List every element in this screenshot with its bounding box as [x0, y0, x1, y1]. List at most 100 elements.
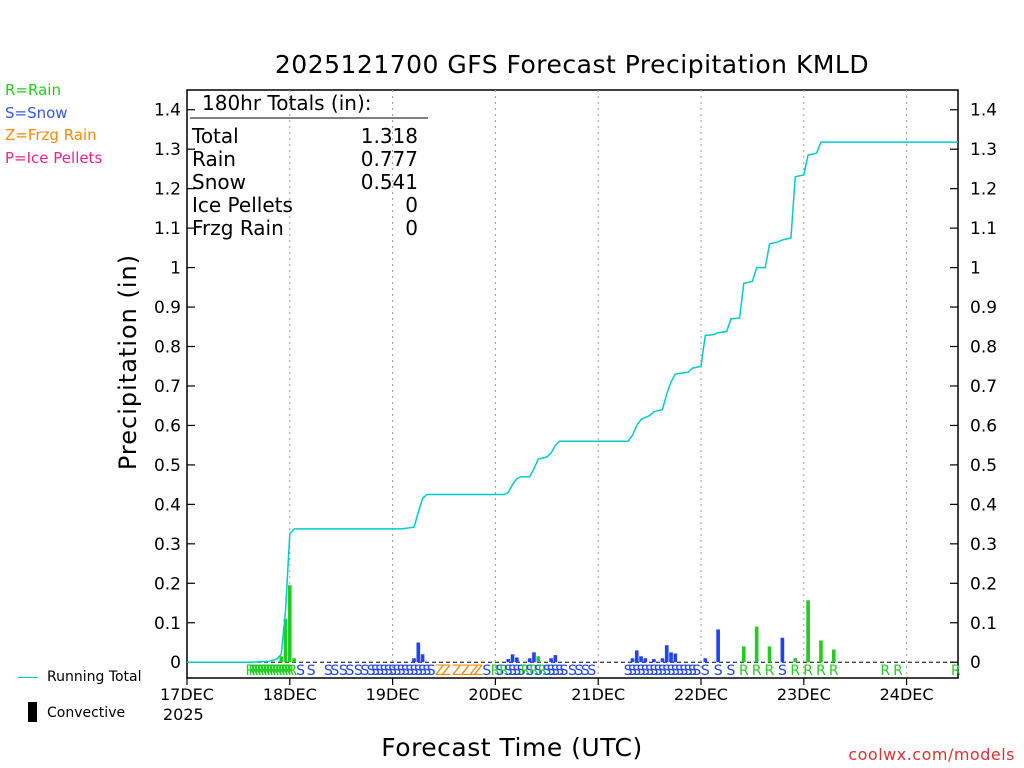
precip-type-marker: S: [367, 663, 376, 679]
source-credit[interactable]: coolwx.com/models: [848, 745, 1015, 764]
precip-bar: [673, 653, 678, 663]
precip-type-marker: S: [418, 663, 427, 679]
legend-snow-code: S=Snow: [5, 104, 68, 122]
precip-type-marker: R: [752, 663, 762, 679]
precip-type-marker: R: [739, 663, 749, 679]
precip-type-marker: S: [482, 663, 491, 679]
x-tick-label: 23DEC: [777, 685, 831, 704]
precip-type-marker: S: [641, 663, 650, 679]
precip-type-marker: S: [559, 663, 568, 679]
y-tick-label-right: 0.3: [970, 535, 997, 555]
precip-type-marker: S: [628, 663, 637, 679]
precip-type-marker: S: [392, 663, 401, 679]
y-tick-label-right: 0.2: [970, 574, 997, 594]
precip-bar: [279, 656, 284, 663]
precip-type-marker: S: [624, 663, 633, 679]
convective-legend-label: Convective: [47, 705, 126, 721]
precip-type-marker: S: [778, 663, 787, 679]
precip-type-marker: S: [701, 663, 710, 679]
precip-type-marker: S: [427, 663, 436, 679]
x-tick-label: 18DEC: [263, 685, 317, 704]
totals-ice-pellets-value: 0: [405, 193, 418, 217]
precip-bar: [506, 659, 511, 663]
totals-snow-label: Snow: [192, 170, 246, 194]
precip-type-marker: S: [405, 663, 414, 679]
legend-freezing-rain-code: Z=Frzg Rain: [5, 126, 97, 144]
precip-bar: [287, 585, 292, 663]
precip-type-marker: R: [803, 663, 813, 679]
precip-type-marker: S: [414, 663, 423, 679]
running-total-legend-label: Running Total: [47, 669, 142, 685]
precip-bar: [831, 649, 836, 663]
precip-type-marker: S: [371, 663, 380, 679]
precip-type-marker: R: [279, 663, 289, 679]
precip-type-marker: S: [375, 663, 384, 679]
precip-type-marker: S: [384, 663, 393, 679]
precip-type-marker: R: [521, 663, 531, 679]
precip-type-marker: S: [637, 663, 646, 679]
precip-type-marker: S: [388, 663, 397, 679]
y-tick-label-right: 0: [970, 653, 981, 673]
precip-bar: [532, 652, 536, 663]
precip-type-marker: S: [534, 663, 543, 679]
precip-bar: [553, 655, 558, 663]
x-axis-year: 2025: [163, 705, 204, 724]
precip-type-marker: S: [645, 663, 654, 679]
precip-type-marker: R: [285, 663, 295, 679]
x-tick-label: 22DEC: [674, 685, 728, 704]
x-tick-label: 21DEC: [571, 685, 625, 704]
precip-type-marker: S: [410, 663, 419, 679]
precip-bar: [652, 659, 656, 663]
totals-freezing-rain-value: 0: [405, 216, 418, 240]
precip-type-marker: S: [495, 663, 504, 679]
precip-bar: [630, 658, 635, 663]
precip-type-marker: S: [504, 663, 513, 679]
precip-type-marker: S: [662, 663, 671, 679]
precip-type-marker: S: [307, 663, 316, 679]
x-axis-title: Forecast Time (UTC): [381, 733, 643, 762]
precip-type-marker: S: [555, 663, 564, 679]
precip-bar: [536, 656, 541, 663]
legend-ice-pellets-code: P=Ice Pellets: [5, 149, 103, 167]
y-tick-label-left: 1.4: [154, 101, 181, 121]
precip-type-marker: S: [658, 663, 667, 679]
y-ticks-right: 0 0.1 0.2 0.3 0.4 0.5 0.6 0.7 0.8 0.9 1 1.1 1.2 1.3 1.…: [950, 101, 997, 673]
precip-bar: [664, 645, 669, 663]
y-tick-label-right: 0.6: [970, 416, 997, 436]
totals-ice-pellets-label: Ice Pellets: [192, 193, 293, 217]
precip-type-marker: R: [288, 663, 298, 679]
y-tick-label-left: 1.3: [154, 140, 181, 160]
y-tick-label-right: 0.1: [970, 614, 997, 634]
precip-bar: [716, 629, 720, 663]
precip-type-marker: R: [538, 663, 548, 679]
precip-type-marker: Z: [473, 663, 483, 679]
precip-bar: [639, 656, 643, 663]
running-total-swatch: [18, 677, 38, 678]
precip-bar: [767, 646, 772, 663]
precip-type-marker: Z: [435, 663, 445, 679]
totals-box: 180hr Totals (in): Total 1.318 Rain 0.77…: [190, 91, 428, 240]
precip-type-marker: S: [684, 663, 693, 679]
precip-bar: [742, 646, 746, 663]
x-tick-label: 24DEC: [880, 685, 934, 704]
y-tick-label-right: 0.9: [970, 298, 997, 318]
precip-bar: [510, 654, 515, 663]
precip-type-marker: S: [568, 663, 577, 679]
precip-bar: [416, 642, 421, 663]
precip-type-marker: R: [246, 663, 256, 679]
precip-type-marker: S: [512, 663, 521, 679]
x-tick-label: 19DEC: [366, 685, 420, 704]
y-tick-label-left: 1.2: [154, 180, 181, 200]
precip-type-marker: R: [273, 663, 283, 679]
precip-type-marker: S: [296, 663, 305, 679]
precip-type-marker: Z: [469, 663, 479, 679]
precip-type-marker: R: [499, 663, 509, 679]
precip-type-marker: S: [354, 663, 363, 679]
precip-type-marker: R: [880, 663, 890, 679]
precip-bar: [514, 657, 519, 663]
y-tick-label-right: 0.4: [970, 495, 997, 515]
grid-lines: [187, 90, 958, 678]
precip-type-marker: S: [517, 663, 526, 679]
precip-bar: [754, 626, 759, 663]
y-tick-label-right: 0.5: [970, 456, 997, 476]
